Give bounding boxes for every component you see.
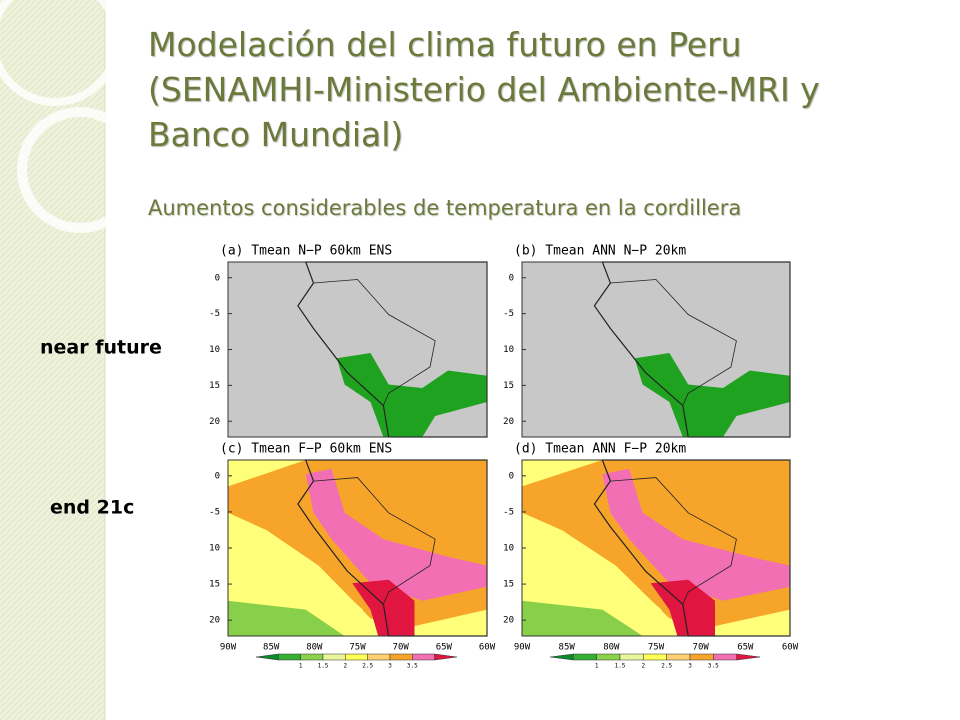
lat-label: 10 bbox=[209, 345, 220, 355]
border bbox=[313, 477, 436, 605]
lon-label: 85W bbox=[263, 643, 280, 653]
lat-label: 15 bbox=[209, 381, 220, 391]
colorbar-arrow bbox=[255, 653, 279, 661]
lon-label: 70W bbox=[693, 643, 710, 653]
colorbar-label: 2 bbox=[642, 663, 646, 670]
colorbar-arrow bbox=[736, 653, 761, 661]
colorbar-label: 2.5 bbox=[362, 663, 373, 670]
title: Modelación del clima futuro en Peru (SEN… bbox=[148, 25, 820, 154]
map-panel bbox=[521, 459, 791, 637]
lon-label: 70W bbox=[393, 643, 410, 653]
colorbar-swatch bbox=[345, 653, 368, 661]
lon-label: 80W bbox=[306, 643, 323, 653]
border bbox=[610, 477, 737, 605]
colorbar-swatch bbox=[300, 653, 324, 661]
lon-label: 85W bbox=[559, 643, 576, 653]
colorbar-swatch bbox=[619, 653, 644, 661]
colorbar-swatch bbox=[666, 653, 691, 661]
lon-label: 90W bbox=[514, 643, 531, 653]
map-field bbox=[522, 600, 643, 636]
border bbox=[313, 279, 436, 406]
row-label: end 21c bbox=[50, 497, 134, 519]
lon-label: 90W bbox=[220, 643, 237, 653]
lat-label: -5 bbox=[503, 507, 514, 517]
colorbar-label: 3.5 bbox=[708, 663, 719, 670]
map-field bbox=[634, 353, 790, 437]
colorbar-swatch bbox=[389, 653, 413, 661]
map-field bbox=[602, 468, 790, 601]
lat-label: 15 bbox=[503, 381, 514, 391]
colorbar-swatch bbox=[412, 653, 435, 661]
map-field bbox=[305, 468, 487, 601]
panel-title: (b) Tmean ANN N−P 20km bbox=[514, 244, 686, 259]
lon-label: 60W bbox=[782, 643, 799, 653]
lat-label: 0 bbox=[509, 273, 514, 283]
lat-label: -5 bbox=[503, 309, 514, 319]
colorbar-swatch bbox=[367, 653, 391, 661]
panel-title: (c) Tmean F−P 60km ENS bbox=[220, 442, 392, 457]
map-panel bbox=[227, 261, 488, 438]
lat-label: 10 bbox=[503, 345, 514, 355]
panel-title: (a) Tmean N−P 60km ENS bbox=[220, 244, 392, 259]
colorbar-swatch bbox=[596, 653, 621, 661]
colorbar-label: 2.5 bbox=[661, 663, 672, 670]
colorbar-label: 1.5 bbox=[318, 663, 329, 670]
deco-circle bbox=[17, 107, 143, 233]
lon-label: 65W bbox=[737, 643, 754, 653]
lat-label: 15 bbox=[209, 580, 220, 590]
lat-label: 15 bbox=[503, 580, 514, 590]
colorbar-swatch bbox=[573, 653, 597, 661]
deco-circle bbox=[0, 0, 121, 106]
lat-label: 20 bbox=[209, 616, 220, 626]
lat-label: 0 bbox=[509, 471, 514, 481]
colorbar-arrow bbox=[434, 653, 458, 661]
lon-label: 65W bbox=[436, 643, 453, 653]
lon-label: 80W bbox=[603, 643, 620, 653]
row-label: near future bbox=[40, 337, 162, 359]
lon-label: 75W bbox=[648, 643, 665, 653]
colorbar-swatch bbox=[278, 653, 301, 661]
colorbar-swatch bbox=[713, 653, 737, 661]
map-field bbox=[336, 353, 487, 437]
lat-label: 10 bbox=[503, 544, 514, 554]
lat-label: -5 bbox=[209, 507, 220, 517]
lon-label: 60W bbox=[479, 643, 496, 653]
map-field bbox=[228, 600, 345, 636]
colorbar-label: 1 bbox=[299, 663, 303, 670]
colorbar-label: 3 bbox=[388, 663, 392, 670]
colorbar-arrow bbox=[549, 653, 574, 661]
colorbar-label: 1 bbox=[595, 663, 599, 670]
map-panel bbox=[521, 261, 791, 438]
lat-label: 20 bbox=[209, 417, 220, 427]
lat-label: -5 bbox=[209, 309, 220, 319]
colorbar-label: 3 bbox=[688, 663, 692, 670]
lat-label: 0 bbox=[215, 273, 220, 283]
lat-label: 20 bbox=[503, 417, 514, 427]
lon-label: 75W bbox=[349, 643, 366, 653]
lat-label: 10 bbox=[209, 544, 220, 554]
colorbar-swatch bbox=[322, 653, 346, 661]
map-panel bbox=[227, 459, 488, 637]
colorbar-label: 2 bbox=[344, 663, 348, 670]
lat-label: 20 bbox=[503, 616, 514, 626]
border bbox=[610, 279, 737, 406]
colorbar-label: 1.5 bbox=[615, 663, 626, 670]
colorbar-swatch bbox=[643, 653, 667, 661]
colorbar-swatch bbox=[689, 653, 714, 661]
lat-label: 0 bbox=[215, 471, 220, 481]
colorbar-label: 3.5 bbox=[407, 663, 418, 670]
subtitle: Aumentos considerables de temperatura en… bbox=[148, 196, 742, 220]
panel-title: (d) Tmean ANN F−P 20km bbox=[514, 442, 686, 457]
